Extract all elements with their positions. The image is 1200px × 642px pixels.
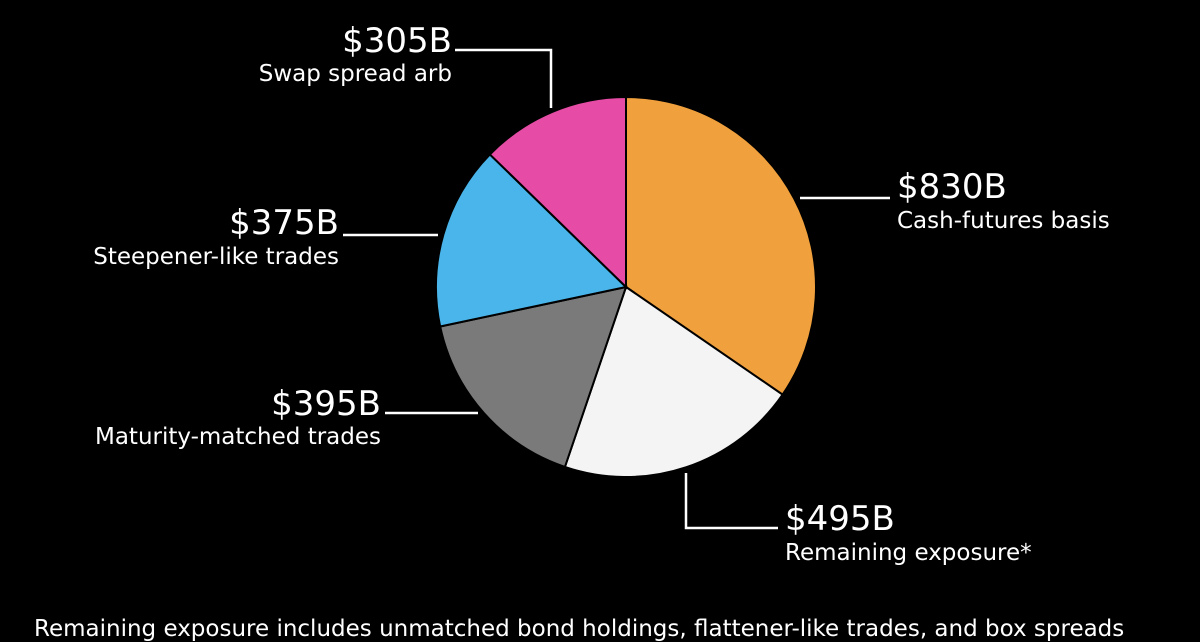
name-label-steepener: Steepener-like trades <box>93 244 339 270</box>
name-label-maturity: Maturity-matched trades <box>95 424 381 450</box>
name-label-remaining: Remaining exposure* <box>785 540 1032 566</box>
slice-steepener <box>435 153 629 328</box>
pie-slices <box>435 95 817 478</box>
footnote: Remaining exposure includes unmatched bo… <box>34 616 1125 642</box>
leader-line-remaining <box>684 473 778 530</box>
value-label-steepener: $375B <box>229 203 339 243</box>
value-label-remaining: $495B <box>785 499 895 539</box>
name-label-swap-spread: Swap spread arb <box>259 61 452 87</box>
slice-maturity <box>438 285 628 469</box>
slice-cash-futures <box>625 95 817 397</box>
name-label-cash-futures: Cash-futures basis <box>897 208 1110 234</box>
value-label-cash-futures: $830B <box>897 167 1007 207</box>
slice-remaining <box>563 285 784 478</box>
value-label-swap-spread: $305B <box>342 21 452 61</box>
slice-swap-spread <box>488 95 627 290</box>
value-label-maturity: $395B <box>271 384 381 424</box>
leader-line-swap-spread <box>455 48 553 108</box>
